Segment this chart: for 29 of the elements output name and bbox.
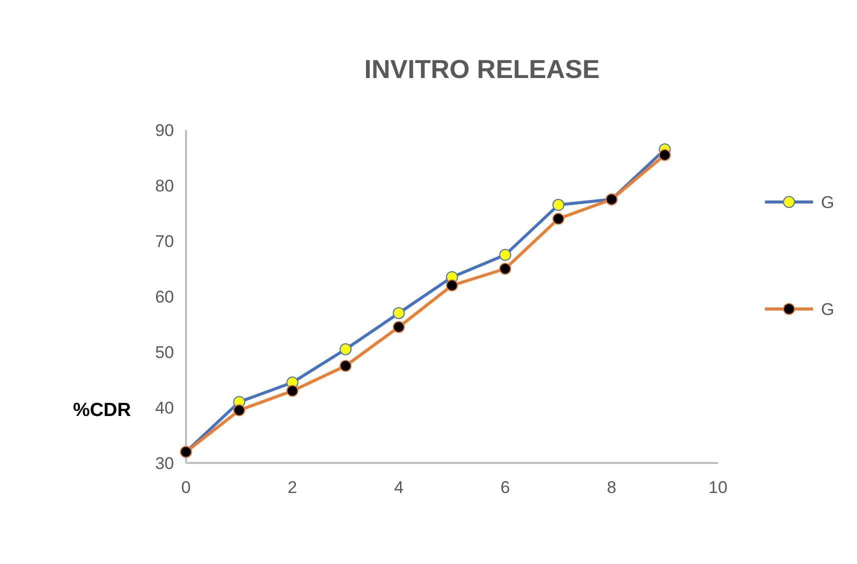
y-axis-title: %CDR: [72, 400, 132, 422]
y-tick-label: 60: [155, 287, 174, 306]
point: [658, 148, 671, 161]
point: [552, 212, 564, 225]
point: [499, 248, 512, 261]
x-tick-label: 0: [181, 478, 191, 497]
legend-label: G: [821, 192, 834, 212]
y-tick-label: 50: [155, 342, 174, 362]
chart-title: INVITRO RELEASE: [364, 54, 600, 84]
x-tick-label: 8: [606, 478, 616, 497]
point: [499, 262, 512, 275]
point: [340, 343, 352, 356]
point: [286, 384, 298, 397]
y-tick-label: 30: [155, 454, 174, 473]
point: [340, 360, 352, 372]
legend-label: G: [821, 300, 834, 319]
x-tick-label: 2: [288, 478, 298, 497]
x-tick-label: 10: [708, 478, 728, 497]
x-tick-label: 6: [500, 478, 510, 497]
y-tick-label: 40: [155, 398, 174, 418]
point: [552, 198, 564, 211]
x-tick-label: 4: [394, 478, 404, 497]
point: [392, 321, 405, 334]
point: [446, 279, 458, 292]
point: [233, 404, 246, 416]
y-tick-label: 70: [155, 232, 174, 251]
y-tick-label: 80: [155, 176, 174, 196]
y-tick-label: 90: [155, 120, 174, 140]
point: [392, 307, 405, 320]
